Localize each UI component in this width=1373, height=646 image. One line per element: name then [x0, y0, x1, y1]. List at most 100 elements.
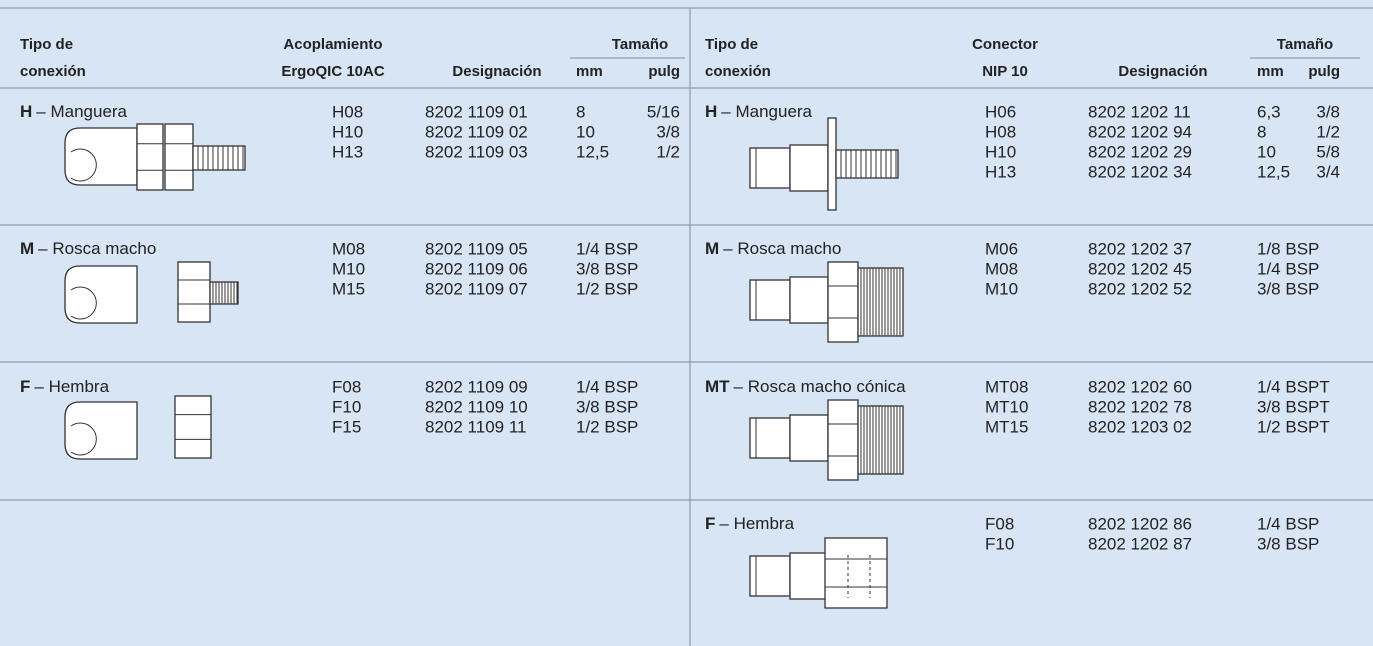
header-label: pulg — [1308, 63, 1340, 80]
part — [192, 145, 246, 171]
illustration — [64, 127, 138, 186]
part — [827, 261, 859, 343]
part — [789, 552, 829, 600]
illustration — [174, 395, 212, 459]
part — [136, 123, 164, 191]
header-label: ErgoQIC 10AC — [281, 63, 385, 80]
coupling-body — [64, 401, 138, 460]
connection-type: F – Hembra — [20, 377, 110, 396]
connection-letter: F — [705, 514, 715, 533]
code: MT10 — [985, 397, 1028, 416]
code: H08 — [985, 122, 1016, 141]
illustration — [827, 399, 859, 481]
connection-letter: H — [20, 102, 32, 121]
part — [857, 405, 904, 475]
code: F10 — [985, 534, 1014, 553]
connection-name: – Rosca macho cónica — [734, 377, 907, 396]
part — [749, 417, 791, 459]
size-mm: 6,3 — [1257, 102, 1281, 121]
size: 3/8 BSP — [1257, 534, 1319, 553]
connection-name: – Rosca macho — [723, 239, 841, 258]
connection-name: – Hembra — [34, 377, 109, 396]
designation: 8202 1109 09 — [425, 377, 528, 396]
designation: 8202 1202 78 — [1088, 397, 1192, 416]
designation: 8202 1109 11 — [425, 417, 526, 436]
size: 1/2 BSP — [576, 279, 638, 298]
part — [789, 144, 829, 192]
code: F08 — [985, 514, 1014, 533]
illustration — [857, 405, 904, 475]
designation: 8202 1202 45 — [1088, 259, 1192, 278]
part — [164, 123, 194, 191]
size-mm: 12,5 — [576, 142, 609, 161]
designation: 8202 1202 87 — [1088, 534, 1192, 553]
code: MT08 — [985, 377, 1028, 396]
illustration — [749, 276, 829, 324]
part — [835, 149, 899, 179]
designation: 8202 1109 06 — [425, 259, 528, 278]
header-label: Acoplamiento — [283, 36, 382, 53]
size-mm: 10 — [1257, 142, 1276, 161]
code: H13 — [985, 162, 1016, 181]
illustration — [749, 552, 829, 600]
header-label: NIP 10 — [982, 63, 1028, 80]
designation: 8202 1202 11 — [1088, 102, 1191, 121]
header-label: Conector — [972, 36, 1038, 53]
size-inch: 1/2 — [656, 142, 680, 161]
part — [857, 267, 904, 337]
header-label: mm — [1257, 63, 1284, 80]
illustration — [64, 401, 138, 460]
designation: 8202 1109 10 — [425, 397, 528, 416]
designation: 8202 1202 34 — [1088, 162, 1192, 181]
header-label: Designación — [1118, 63, 1207, 80]
size-inch: 3/8 — [1316, 102, 1340, 121]
size-inch: 5/16 — [647, 102, 680, 121]
size-mm: 12,5 — [1257, 162, 1290, 181]
size-mm: 8 — [576, 102, 585, 121]
connection-type: M – Rosca macho — [20, 239, 156, 258]
size: 3/8 BSP — [1257, 279, 1319, 298]
part — [174, 395, 212, 459]
illustration — [64, 265, 138, 324]
illustration — [824, 537, 888, 609]
illustration — [857, 267, 904, 337]
size: 1/4 BSPT — [1257, 377, 1330, 396]
coupling-arc — [70, 148, 97, 182]
illustration — [164, 123, 194, 191]
coupling-arc — [70, 422, 97, 456]
connection-type: F – Hembra — [705, 514, 795, 533]
part — [789, 276, 829, 324]
illustration — [827, 261, 859, 343]
size: 3/8 BSP — [576, 397, 638, 416]
connection-name: – Manguera — [36, 102, 127, 121]
designation: 8202 1202 29 — [1088, 142, 1192, 161]
coupling-body — [64, 265, 138, 324]
illustration — [177, 261, 211, 323]
illustration — [827, 117, 837, 211]
size-inch: 3/8 — [656, 122, 680, 141]
connection-letter: M — [20, 239, 34, 258]
connection-name: – Manguera — [721, 102, 812, 121]
size: 1/4 BSP — [1257, 514, 1319, 533]
designation: 8202 1109 02 — [425, 122, 528, 141]
header-label: Tipo de — [20, 36, 73, 53]
code: H08 — [332, 102, 363, 121]
connection-type: M – Rosca macho — [705, 239, 841, 258]
illustration — [192, 145, 246, 171]
illustration — [847, 555, 871, 598]
header-label: Tipo de — [705, 36, 758, 53]
code: M10 — [332, 259, 365, 278]
code: M15 — [332, 279, 365, 298]
part — [749, 279, 791, 321]
code: F15 — [332, 417, 361, 436]
size-mm: 10 — [576, 122, 595, 141]
illustration — [136, 123, 164, 191]
size: 3/8 BSP — [576, 259, 638, 278]
size-inch: 5/8 — [1316, 142, 1340, 161]
header-label: Tamaño — [612, 36, 668, 53]
code: MT15 — [985, 417, 1028, 436]
part — [827, 399, 859, 481]
connection-type: H – Manguera — [20, 102, 128, 121]
illustration — [749, 144, 829, 192]
